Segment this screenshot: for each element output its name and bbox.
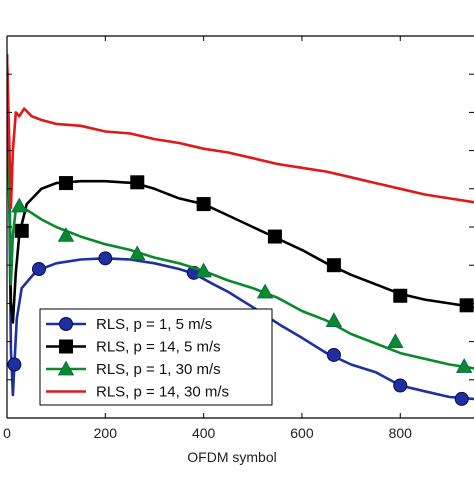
legend-swatch-marker (59, 317, 73, 331)
data-point-marker (31, 262, 46, 277)
x-tick-label: 600 (290, 425, 314, 441)
data-point-marker (459, 298, 474, 313)
data-point-marker (130, 175, 145, 190)
series-line (7, 53, 474, 210)
series-2 (7, 53, 474, 324)
x-ticks: 0 200 400 600 800 (3, 36, 412, 441)
data-point-marker (14, 223, 29, 238)
legend-entry-label: RLS, p = 14, 5 m/s (96, 339, 221, 356)
x-tick-label: 0 (3, 425, 11, 441)
data-point-marker (267, 229, 282, 244)
legend-entry-label: RLS, p = 14, 30 m/s (96, 384, 229, 401)
series-line (7, 53, 474, 401)
x-tick-label: 200 (94, 425, 118, 441)
x-axis-label: OFDM symbol (187, 449, 276, 465)
legend: RLS, p = 1, 5 m/s RLS, p = 14, 5 m/s RLS, … (39, 308, 273, 406)
data-point-marker (58, 176, 73, 191)
data-point-marker (11, 197, 28, 213)
data-point-marker (393, 378, 408, 393)
data-point-marker (326, 347, 341, 362)
legend-entry-label: RLS, p = 1, 30 m/s (96, 361, 221, 378)
data-point-marker (455, 358, 473, 373)
x-tick-label: 800 (389, 425, 413, 441)
series-line (7, 53, 474, 324)
legend-entry-label: RLS, p = 1, 5 m/s (96, 316, 212, 333)
x-tick-label: 400 (192, 425, 216, 441)
legend-swatch-marker (59, 339, 73, 354)
data-point-marker (256, 283, 274, 299)
data-point-marker (387, 333, 404, 349)
data-point-marker (7, 357, 22, 372)
data-point-marker (196, 197, 211, 212)
data-point-marker (129, 245, 146, 261)
data-point-marker (98, 251, 113, 266)
data-point-marker (57, 227, 75, 242)
data-point-marker (393, 288, 408, 303)
data-point-marker (325, 312, 343, 327)
series-4 (7, 53, 474, 210)
data-point-marker (195, 262, 212, 278)
series-3 (7, 53, 474, 373)
data-point-marker (326, 258, 341, 273)
axes (6, 35, 474, 419)
data-point-marker (454, 391, 469, 406)
legend-swatch-marker (57, 360, 75, 376)
